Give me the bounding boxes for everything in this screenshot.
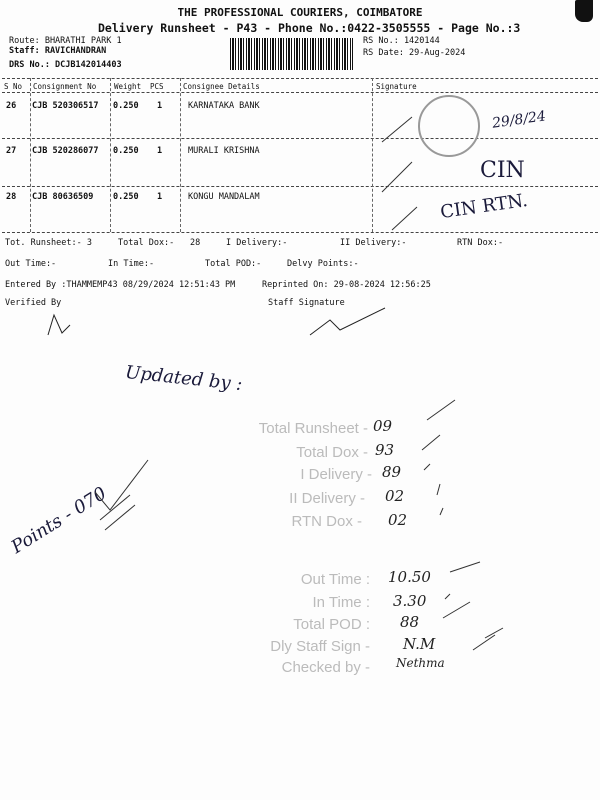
stamp-value: 89 [382,463,402,481]
signature-strokes [381,116,418,231]
stamp-label: In Time : [312,594,370,611]
stamp-label: Total Runsheet - [258,420,368,437]
barcode [230,38,353,70]
reprinted-on: Reprinted On: 29-08-2024 12:56:25 [262,280,431,290]
col-weight: Weight [114,82,142,91]
col-pcs: PCS [150,82,164,91]
stamp-value: 3.30 [393,592,427,610]
stamp-label: Total POD : [293,616,370,633]
cell-pcs: 1 [157,192,163,202]
cell-consignment: CJB 80636509 [32,192,94,202]
cell-sno: 26 [6,101,17,111]
stamp-label: Checked by - [281,659,370,676]
cell-pcs: 1 [157,101,163,111]
corner-mark [575,0,593,22]
entered-by: Entered By :THAMMEMP43 08/29/2024 12:51:… [5,280,236,290]
tot-runsheet: Tot. Runsheet:- 3 [5,238,92,248]
total-pod: Total POD:- [205,259,262,269]
stamp-value: 93 [375,441,395,459]
ii-delivery: II Delivery:- [340,238,407,248]
rs-date: RS Date: 29-Aug-2024 [363,48,466,58]
staff: Staff: RAVICHANDRAN [9,46,107,56]
check-marks [94,399,504,651]
company-title: THE PROFESSIONAL COURIERS, COIMBATORE [177,6,423,19]
cell-weight: 0.250 [113,101,139,111]
stamp-label: Dly Staff Sign - [270,638,370,655]
cell-sno: 28 [6,192,17,202]
col-consignee: Consignee Details [183,82,260,91]
stamp-label: Out Time : [300,571,370,588]
i-delivery: I Delivery:- [226,238,288,248]
total-dox-label: Total Dox:- [118,238,175,248]
cell-consignee: MURALI KRISHNA [188,146,260,156]
in-time: In Time:- [108,259,155,269]
stamp-label: RTN Dox - [291,513,362,530]
total-dox-value: 28 [190,238,201,248]
stamp-value: 02 [385,487,405,505]
cell-consignee: KARNATAKA BANK [188,101,260,111]
stamp-value: 09 [373,417,393,435]
rtn-dox: RTN Dox:- [457,238,504,248]
stamp-label: II Delivery - [289,490,365,507]
stamp-value: 88 [400,613,420,631]
cell-weight: 0.250 [113,146,139,156]
cell-consignment: CJB 520306517 [32,101,99,111]
stamp-value: 02 [388,511,408,529]
rs-no: RS No.: 1420144 [363,36,440,46]
route: Route: BHARATHI PARK 1 [9,36,122,46]
stamp-label: Total Dox - [296,444,368,461]
cell-consignee: KONGU MANDALAM [188,192,260,202]
staff-signature: Staff Signature [268,298,345,308]
delvy-points: Delvy Points:- [287,259,359,269]
out-time: Out Time:- [5,259,57,269]
stamp-value: 10.50 [388,568,431,586]
stamp-label: I Delivery - [300,466,372,483]
company-stamp [418,95,480,157]
cell-signature: CIN [480,158,525,183]
col-sno: S No [4,82,23,91]
stamp-value: N.M [403,635,436,653]
runsheet-subtitle: Delivery Runsheet - P43 - Phone No.:0422… [98,21,521,35]
signatures [47,307,386,336]
drs-no: DRS No.: DCJB142014403 [9,60,122,70]
stamp-value: Nethma [396,656,445,670]
cell-consignment: CJB 520286077 [32,146,99,156]
col-signature: Signature [376,82,417,91]
cell-pcs: 1 [157,146,163,156]
col-consignment: Consignment No [33,82,97,91]
cell-sno: 27 [6,146,17,156]
verified-by: Verified By [5,298,62,308]
cell-weight: 0.250 [113,192,139,202]
